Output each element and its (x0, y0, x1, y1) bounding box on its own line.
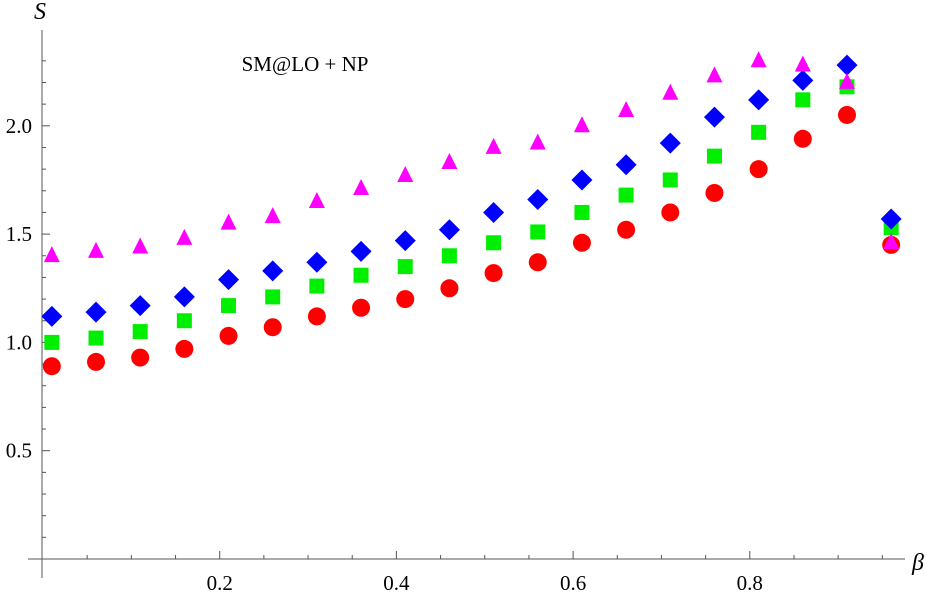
data-points (41, 51, 902, 376)
square-point (706, 148, 722, 164)
x-tick-label: 0.6 (560, 571, 586, 595)
diamond-point (748, 89, 770, 111)
triangle-point (397, 166, 414, 183)
series-circle (42, 105, 901, 376)
circle-point (352, 298, 371, 317)
circle-point (749, 160, 768, 179)
square-point (176, 313, 192, 329)
circle-point (42, 357, 61, 376)
triangle-point (441, 153, 458, 170)
diamond-point (41, 305, 63, 327)
x-tick-label: 0.2 (207, 571, 233, 595)
series-square (44, 79, 899, 350)
circle-point (307, 307, 326, 326)
diamond-point (218, 269, 240, 291)
triangle-point (176, 228, 193, 245)
triangle-point (485, 137, 502, 154)
triangle-point (662, 83, 679, 100)
square-point (397, 259, 413, 275)
y-tick-label: 1.5 (6, 222, 32, 246)
triangle-point (43, 246, 60, 263)
x-tick-label: 0.8 (737, 571, 763, 595)
diamond-point (527, 188, 549, 210)
circle-point (837, 105, 856, 124)
triangle-point (88, 241, 105, 258)
y-tick-label: 1.0 (6, 330, 32, 354)
square-point (441, 248, 457, 264)
square-point (530, 224, 546, 240)
diamond-point (615, 154, 637, 176)
square-point (795, 92, 811, 108)
diamond-point (659, 132, 681, 154)
series-triangle (43, 51, 900, 263)
circle-point (396, 290, 415, 309)
diamond-point (129, 295, 151, 317)
circle-point (617, 220, 636, 239)
triangle-point (618, 101, 635, 118)
triangle-point (308, 192, 325, 209)
square-point (486, 235, 502, 251)
square-point (751, 124, 767, 140)
circle-point (528, 253, 547, 272)
circle-point (175, 339, 194, 358)
triangle-point (529, 133, 546, 150)
diamond-point (350, 240, 372, 262)
triangle-point (750, 51, 767, 68)
square-point (265, 289, 281, 305)
circle-point (219, 326, 238, 345)
y-tick-label: 2.0 (6, 114, 32, 138)
square-point (221, 298, 237, 314)
square-point (618, 187, 634, 203)
triangle-point (132, 237, 149, 254)
circle-point (263, 318, 282, 337)
x-axis-label: β (911, 550, 924, 576)
series-diamond (41, 54, 902, 327)
diamond-point (438, 219, 460, 241)
square-point (44, 334, 60, 350)
diamond-point (306, 251, 328, 273)
diamond-point (792, 69, 814, 91)
square-point (574, 204, 590, 220)
diamond-point (703, 106, 725, 128)
triangle-point (573, 116, 590, 133)
triangle-point (264, 207, 281, 224)
circle-point (572, 233, 591, 252)
diamond-point (394, 230, 416, 252)
square-point (88, 330, 104, 346)
circle-point (131, 348, 150, 367)
y-axis-label: S (34, 0, 46, 25)
triangle-point (353, 179, 370, 196)
circle-point (440, 279, 459, 298)
square-point (353, 267, 369, 283)
circle-point (705, 183, 724, 202)
diamond-point (483, 201, 505, 223)
y-tick-label: 0.5 (6, 439, 32, 463)
circle-point (484, 264, 503, 283)
diamond-point (173, 286, 195, 308)
triangle-point (883, 233, 900, 250)
circle-point (793, 129, 812, 148)
x-tick-label: 0.4 (383, 571, 410, 595)
chart-annotation: SM@LO + NP (242, 52, 369, 76)
square-point (132, 324, 148, 340)
triangle-point (220, 213, 237, 230)
diamond-point (571, 169, 593, 191)
diamond-point (262, 260, 284, 282)
diamond-point (836, 54, 858, 76)
diamond-point (880, 208, 902, 230)
axes: 0.2 0.4 0.6 0.8 0.5 1.0 1.5 2.0 (6, 30, 905, 595)
circle-point (661, 203, 680, 222)
circle-point (87, 352, 106, 371)
triangle-point (794, 55, 811, 72)
diamond-point (85, 301, 107, 323)
triangle-point (838, 72, 855, 89)
square-point (309, 278, 325, 294)
triangle-point (706, 66, 723, 83)
square-point (662, 172, 678, 188)
